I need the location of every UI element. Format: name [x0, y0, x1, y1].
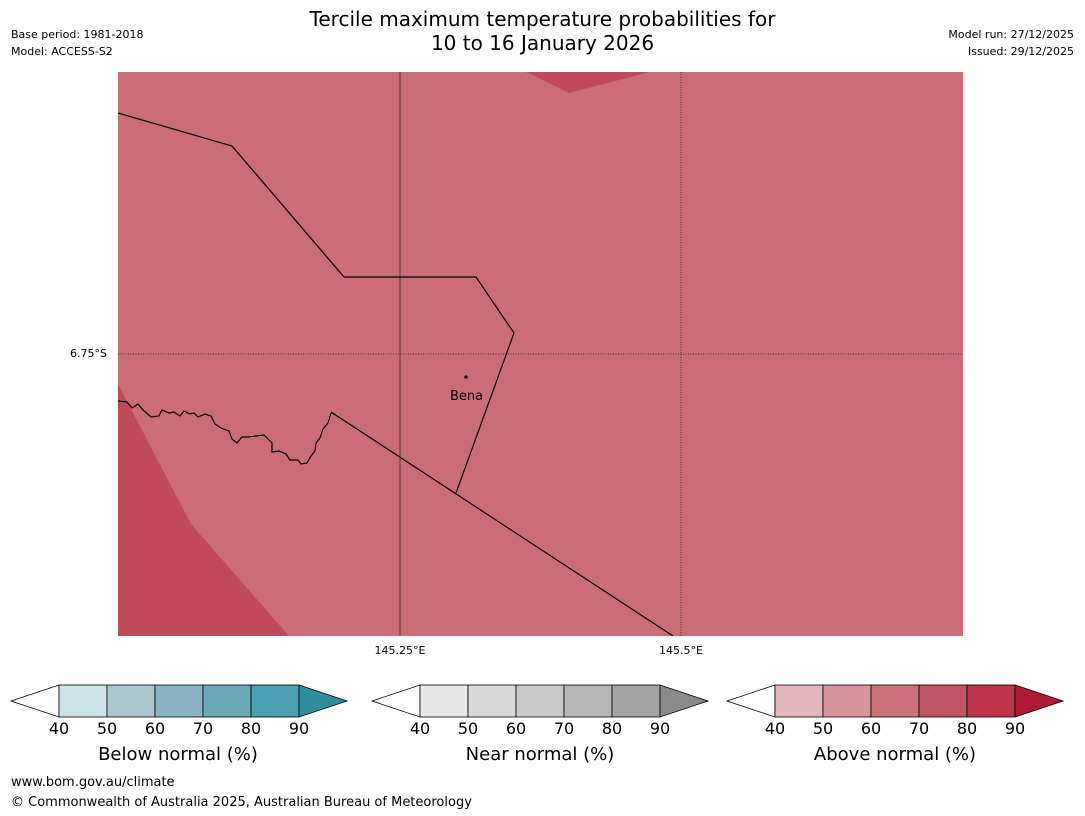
cbar-near-seg-3: [515, 684, 565, 718]
cbar-near-extend-low: [370, 684, 421, 718]
cbar-above-extend-low: [725, 684, 776, 718]
cbar-below-extend-high: [298, 684, 349, 718]
cbar-below-title: Below normal (%): [98, 744, 258, 765]
cbar-above-seg-1: [774, 684, 824, 718]
colorbar-below-normal: 40 50 60 70 80 90 Below normal (%): [9, 684, 350, 794]
cbar-above-seg-4: [918, 684, 968, 718]
cbar-near-seg-2: [467, 684, 517, 718]
cbar-near-seg-4: [563, 684, 613, 718]
cbar-below-seg-1: [58, 684, 108, 718]
map-fill-dark-southwest: [118, 384, 289, 636]
cbar-below-tick: 50: [96, 719, 118, 738]
lon-label-145-25: 145.25°E: [374, 644, 426, 657]
cbar-above-seg-2: [822, 684, 872, 718]
probability-map: Bena: [118, 72, 963, 636]
colorbar-below-swatches: [9, 684, 349, 718]
cbar-above-tick: 80: [956, 719, 978, 738]
lon-label-145-5: 145.5°E: [659, 644, 703, 657]
cbar-near-seg-1: [419, 684, 469, 718]
cbar-above-seg-5: [966, 684, 1016, 718]
model-text: Model: ACCESS-S2: [11, 45, 113, 58]
cbar-above-tick: 60: [860, 719, 882, 738]
cbar-near-tick: 80: [601, 719, 623, 738]
colorbar-above-swatches: [725, 684, 1065, 718]
cbar-below-tick: 40: [48, 719, 70, 738]
cbar-above-title: Above normal (%): [813, 744, 977, 765]
cbar-below-tick: 80: [240, 719, 262, 738]
cbar-below-extend-low: [9, 684, 60, 718]
map-fill-dark-north: [526, 72, 650, 93]
cbar-above-extend-high: [1014, 684, 1065, 718]
cbar-below-seg-3: [154, 684, 204, 718]
cbar-near-tick: 50: [457, 719, 479, 738]
cbar-above-tick: 90: [1004, 719, 1026, 738]
cbar-above-seg-3: [870, 684, 920, 718]
colorbar-above-normal: 40 50 60 70 80 90 Above normal (%): [725, 684, 1066, 794]
colorbar-near-swatches: [370, 684, 710, 718]
colorbar-near-normal: 40 50 60 70 80 90 Near normal (%): [370, 684, 711, 794]
cbar-below-tick: 90: [288, 719, 310, 738]
cbar-above-tick: 70: [908, 719, 930, 738]
cbar-above-tick: 50: [812, 719, 834, 738]
province-border-south: [330, 411, 674, 636]
province-border-north: [118, 112, 515, 494]
cbar-below-tick: 60: [144, 719, 166, 738]
issued-text: Issued: 29/12/2025: [967, 45, 1074, 58]
cbar-below-seg-5: [250, 684, 300, 718]
meta-right: Model run: 27/12/2025 Issued: 29/12/2025: [948, 26, 1074, 60]
cbar-below-seg-4: [202, 684, 252, 718]
cbar-above-tick: 40: [764, 719, 786, 738]
river-boundary: [118, 400, 332, 465]
chart-title-line1: Tercile maximum temperature probabilitie…: [309, 7, 776, 31]
lat-label: 6.75°S: [70, 347, 107, 360]
town-marker-bena: [464, 375, 468, 379]
cbar-near-tick: 70: [553, 719, 575, 738]
cbar-below-seg-2: [106, 684, 156, 718]
cbar-near-tick: 40: [409, 719, 431, 738]
cbar-near-tick: 90: [649, 719, 671, 738]
footer-url[interactable]: www.bom.gov.au/climate: [11, 775, 175, 790]
cbar-below-tick: 70: [192, 719, 214, 738]
cbar-near-extend-high: [659, 684, 710, 718]
cbar-near-title: Near normal (%): [465, 744, 615, 765]
cbar-near-seg-5: [611, 684, 661, 718]
model-run-text: Model run: 27/12/2025: [948, 28, 1074, 41]
meta-left: Base period: 1981-2018 Model: ACCESS-S2: [11, 26, 143, 60]
footer-copyright: © Commonwealth of Australia 2025, Austra…: [11, 795, 472, 810]
base-period-text: Base period: 1981-2018: [11, 28, 144, 41]
chart-title-line2: 10 to 16 January 2026: [430, 31, 655, 55]
town-label-bena: Bena: [450, 389, 483, 404]
cbar-near-tick: 60: [505, 719, 527, 738]
